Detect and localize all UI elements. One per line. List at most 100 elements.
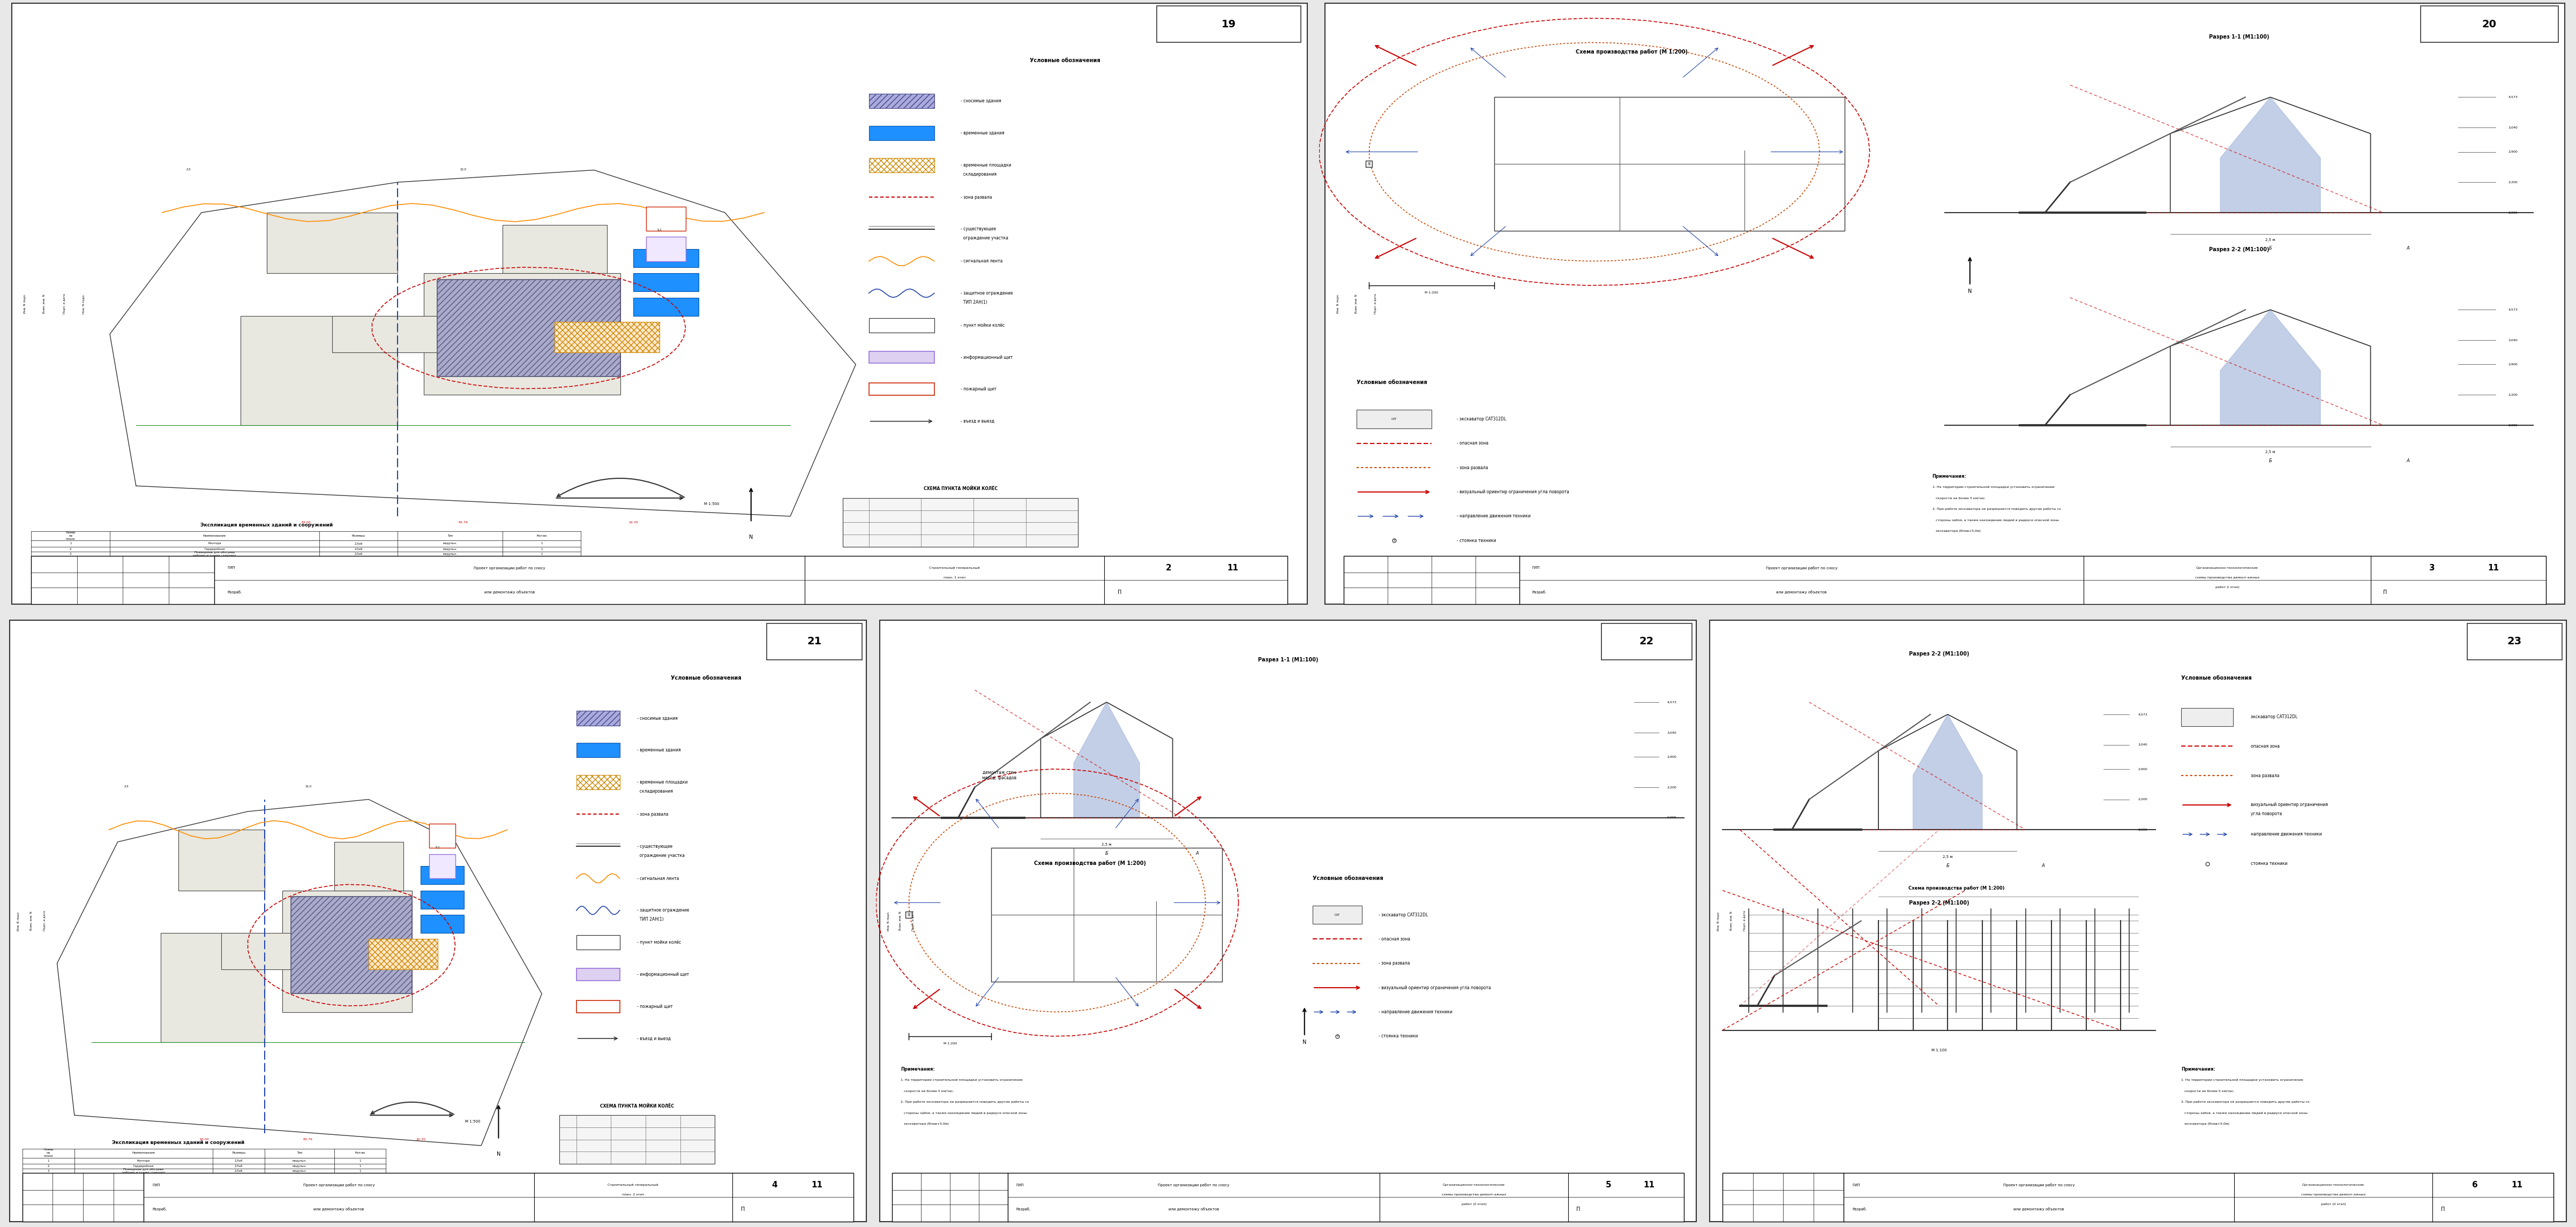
Text: скорости не более 5 км/час.: скорости не более 5 км/час. [1932, 497, 1986, 499]
Text: Схема производства работ (М 1:200): Схема производства работ (М 1:200) [1033, 860, 1146, 866]
Text: Примечания:: Примечания: [2182, 1066, 2215, 1071]
Text: Взам. инв. N: Взам. инв. N [899, 912, 902, 930]
Text: - зона развала: - зона развала [1455, 465, 1489, 470]
Text: - сносимые здания: - сносимые здания [636, 715, 677, 720]
Text: П: П [2383, 589, 2388, 595]
Text: - сигнальная лента: - сигнальная лента [636, 876, 680, 881]
Text: Организационно-технологические: Организационно-технологические [1443, 1184, 1504, 1187]
Text: ГИП: ГИП [1015, 1184, 1023, 1187]
Text: 20: 20 [2483, 20, 2496, 29]
Bar [868, 93, 935, 108]
Bar [647, 206, 685, 231]
Text: 2,900: 2,900 [1667, 756, 1677, 758]
Text: работ (II этап): работ (II этап) [2321, 1204, 2347, 1206]
Bar [332, 315, 438, 352]
Text: Помещение для обогрева
рабочих и туалет стандарт: Помещение для обогрева рабочих и туалет … [193, 551, 237, 557]
Text: Подп. и дата: Подп. и дата [44, 910, 46, 931]
Text: экскаватор CAT312DL: экскаватор CAT312DL [2251, 714, 2298, 719]
Bar [430, 854, 456, 879]
Bar [868, 351, 935, 363]
Text: Разрез 1-1 (М1:100): Разрез 1-1 (М1:100) [2210, 34, 2269, 39]
Text: скорости не более 5 км/час.: скорости не более 5 км/час. [902, 1090, 953, 1092]
Text: - временные здания: - временные здания [636, 747, 680, 752]
Text: 1. На территории строительной площадки установить ограничение: 1. На территории строительной площадки у… [1932, 486, 2056, 488]
Bar [868, 158, 935, 172]
Text: Инв. N подл.: Инв. N подл. [18, 912, 21, 930]
Text: Разрез 1-1 (М1:100): Разрез 1-1 (М1:100) [1257, 658, 1319, 663]
Text: 0,000: 0,000 [2138, 828, 2148, 831]
Text: М 1:100: М 1:100 [1932, 1048, 1947, 1052]
Text: 2,5х6: 2,5х6 [355, 547, 363, 551]
Bar [1157, 6, 1301, 43]
Text: - зона развала: - зона развала [636, 812, 667, 817]
Text: схемы производства демонт-ажных: схемы производства демонт-ажных [2195, 577, 2259, 579]
Text: 4,573: 4,573 [2509, 308, 2517, 312]
Bar [420, 891, 464, 909]
Text: опасная зона: опасная зона [2251, 744, 2280, 748]
Text: 2. При работе экскаватора не разрешается поводить другие работы со: 2. При работе экскаватора не разрешается… [1932, 508, 2061, 510]
Text: - существующее: - существующее [636, 844, 672, 849]
Bar [2182, 708, 2233, 726]
Text: 23: 23 [2506, 637, 2522, 647]
Text: Подп. и дата: Подп. и дата [62, 293, 64, 314]
Text: 63.00: 63.00 [301, 521, 312, 524]
Text: Разраб.: Разраб. [1533, 590, 1546, 594]
Text: - пожарный щит: - пожарный щит [961, 387, 997, 391]
Text: 2. При работе экскаватора не разрешается поводить другие работы со: 2. При работе экскаватора не разрешается… [2182, 1101, 2311, 1103]
Text: Подп. и дата: Подп. и дата [912, 910, 914, 931]
Text: ГИП: ГИП [1533, 567, 1540, 569]
Text: Разраб.: Разраб. [227, 590, 242, 594]
Text: П: П [1118, 589, 1121, 595]
Text: 2,5х6: 2,5х6 [234, 1169, 242, 1173]
Text: угла поворота: угла поворота [2251, 811, 2282, 816]
Text: Экспликация временных зданий и сооружений: Экспликация временных зданий и сооружени… [201, 523, 332, 528]
Text: - временные площадки: - временные площадки [961, 163, 1010, 168]
Text: Строительный генеральный: Строительный генеральный [930, 567, 979, 569]
Text: складирования: складирования [636, 789, 672, 794]
Text: Подп. и дата: Подп. и дата [1373, 293, 1376, 314]
Text: - сносимые здания: - сносимые здания [961, 98, 1002, 103]
Text: 5 - трубопровод: 5 - трубопровод [842, 573, 866, 575]
Text: Контора: Контора [209, 542, 222, 545]
Bar [577, 710, 621, 725]
Text: Номер
на
плане: Номер на плане [44, 1148, 54, 1157]
Text: CAT: CAT [1391, 417, 1396, 421]
Text: Строительный генеральный: Строительный генеральный [608, 1184, 659, 1187]
Text: 2,5: 2,5 [185, 168, 191, 171]
Bar [240, 315, 397, 426]
Text: модульн.: модульн. [443, 542, 459, 545]
Text: Взам. инв. N: Взам. инв. N [1355, 294, 1358, 313]
Text: Наименование: Наименование [131, 1151, 155, 1155]
Text: 83.79: 83.79 [304, 1139, 312, 1141]
Text: А: А [2040, 863, 2045, 867]
Text: 2 - ванна для мытья: 2 - ванна для мытья [842, 560, 871, 563]
Text: 3,040: 3,040 [2509, 126, 2517, 129]
Bar [222, 933, 291, 969]
Text: Взам. инв. N: Взам. инв. N [31, 912, 33, 930]
Text: демонтаж стен
метод. фасадов: демонтаж стен метод. фасадов [981, 769, 1018, 780]
Bar [1358, 410, 1432, 428]
Text: 7 - щит управления: 7 - щит управления [559, 1199, 587, 1201]
Text: N: N [1968, 288, 1971, 293]
Text: 2,5х6: 2,5х6 [234, 1160, 242, 1162]
Polygon shape [1074, 702, 1139, 817]
Bar [2421, 6, 2558, 43]
Bar [31, 556, 1288, 605]
Text: 4,573: 4,573 [2138, 713, 2148, 715]
Text: - направление движения техники: - направление движения техники [1455, 514, 1530, 519]
Text: Экспликация временных зданий и сооружений: Экспликация временных зданий и сооружени… [111, 1140, 245, 1145]
Bar [634, 274, 698, 292]
Text: Организационно-технологические: Организационно-технологические [2197, 567, 2259, 569]
Text: - визуальный ориентир ограничения угла поворота: - визуальный ориентир ограничения угла п… [1455, 490, 1569, 494]
Text: зона развала: зона развала [2251, 773, 2280, 778]
Text: ГИП: ГИП [1852, 1184, 1860, 1187]
Text: 6: 6 [2473, 1182, 2478, 1189]
Text: 11: 11 [2512, 1182, 2522, 1189]
Text: работ (II этап): работ (II этап) [1461, 1204, 1486, 1206]
Text: 22: 22 [1638, 637, 1654, 647]
Text: Условные обозначения: Условные обозначения [1314, 876, 1383, 881]
Text: ГИП: ГИП [152, 1184, 160, 1187]
Text: - временные площадки: - временные площадки [636, 780, 688, 785]
Text: 2,5 м: 2,5 м [2264, 450, 2275, 454]
Bar [438, 280, 621, 377]
